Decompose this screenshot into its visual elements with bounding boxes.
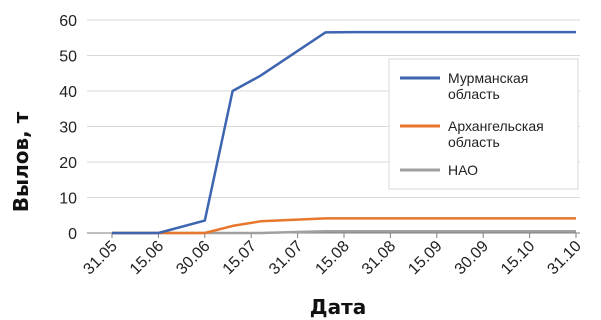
y-tick-label: 60 [59,13,77,30]
y-tick-label: 30 [59,120,77,137]
legend-label: Мурманская [448,70,528,86]
x-tick-label: 30.09 [452,238,492,278]
legend-label: область [448,86,500,102]
y-tick-label: 0 [68,226,77,243]
x-tick-label: 31.08 [359,238,399,278]
y-tick-label: 20 [59,155,77,172]
x-tick-label: 31.07 [266,238,306,278]
x-tick-label: 15.07 [220,238,260,278]
x-tick-label: 15.10 [498,238,538,278]
grid [87,19,580,234]
y-tick-label: 50 [59,49,77,66]
x-axis-ticks: 31.05 15.06 30.06 15.07 31.07 15.08 31.08 15.09… [80,233,585,278]
x-tick-label: 31.10 [544,238,584,278]
x-tick-label: 15.06 [127,238,167,278]
x-tick-label: 30.06 [173,238,213,278]
y-axis-title: Вылов, т [9,111,33,212]
x-tick-label: 31.05 [80,238,120,278]
series-line [112,217,576,235]
x-axis-title: Дата [310,295,366,319]
legend-label: НАО [448,162,478,178]
legend-label: Архангельская [448,118,544,134]
legend-label: область [448,134,500,150]
x-tick-label: 15.08 [312,238,352,278]
series-lines [112,30,576,235]
series-line [112,30,576,235]
legend-box [388,58,579,190]
y-tick-label: 10 [59,191,77,208]
x-tick-label: 15.09 [405,238,445,278]
y-axis-ticks: 0 10 20 30 40 50 60 [59,13,77,243]
y-tick-label: 40 [59,84,77,101]
